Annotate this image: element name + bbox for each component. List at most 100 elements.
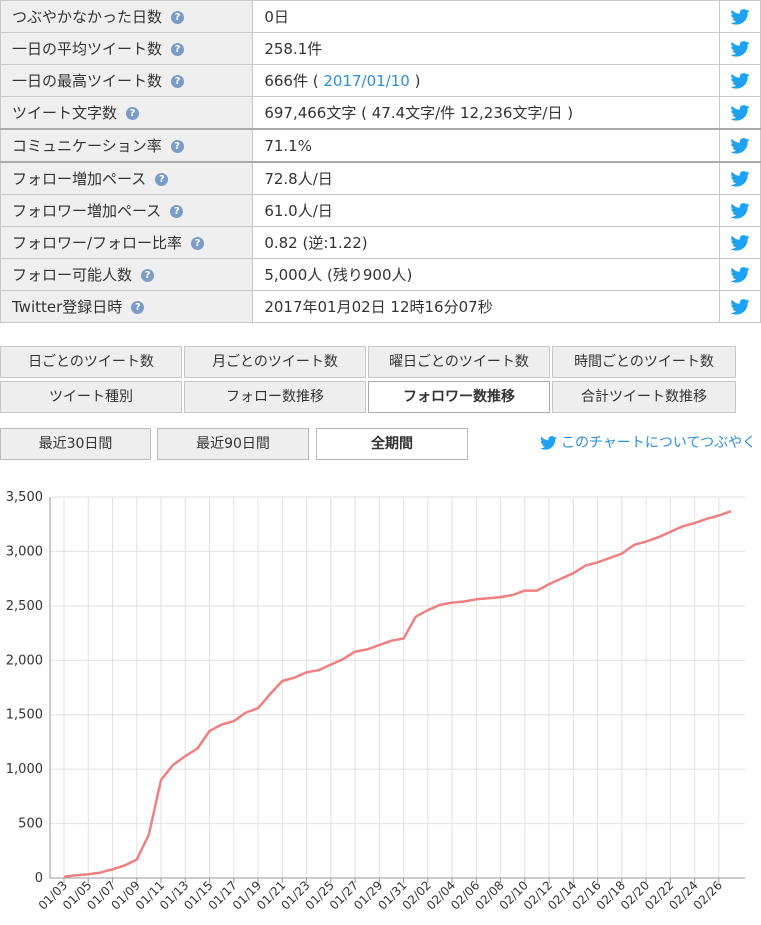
help-icon[interactable]: ? [171,43,185,56]
tweet-stat-button[interactable] [718,290,761,323]
chart-tab[interactable]: フォロワー数推移 [368,381,550,413]
y-tick-label: 2,000 [6,653,43,668]
stats-label-cell: コミュニケーション率? [0,128,254,163]
stats-label: フォロー増加ペース [12,170,147,188]
stats-value: 258.1件 [264,40,323,58]
twitter-icon [730,171,750,187]
max-tweet-date-link[interactable]: 2017/01/10 [323,72,410,90]
chart-tab[interactable]: 時間ごとのツイート数 [552,346,736,378]
tweet-stat-button[interactable] [718,194,761,227]
tweet-stat-button[interactable] [718,32,761,65]
stats-value: 0日 [264,8,289,26]
help-icon[interactable]: ? [131,301,145,314]
share-chart-label: このチャートについてつぶやく [561,435,757,451]
twitter-icon [730,299,750,315]
stats-label-cell: フォロー増加ペース? [0,161,254,195]
stats-value-cell: 61.0人/日 [252,194,720,227]
x-tick-label: 01/05 [60,878,94,912]
stats-label: 一日の最高ツイート数 [12,72,163,90]
twitter-icon [730,9,750,25]
help-icon[interactable]: ? [170,140,184,153]
x-tick-label: 02/24 [666,878,700,912]
x-tick-label: 02/22 [642,878,676,912]
stats-table-container: つぶやかなかった日数? 0日 一日の平均ツイート数? 258.1件 一日の最高ツイート数… [0,0,761,323]
stats-label: フォロー可能人数 [12,266,133,284]
y-tick-label: 1,000 [6,762,43,777]
twitter-icon [730,41,750,57]
stats-value-cell: 5,000人 (残り900人) [252,258,720,291]
tweet-stat-button[interactable] [718,128,761,163]
stats-row: 一日の平均ツイート数? 258.1件 [0,32,761,65]
stats-value: 697,466文字 ( 47.4文字/件 12,236文字/日 ) [264,104,574,122]
chart-tab[interactable]: 合計ツイート数推移 [552,381,736,413]
tweet-stat-button[interactable] [718,226,761,259]
tweet-stat-button[interactable] [718,64,761,97]
x-tick-label: 01/25 [303,878,337,912]
stats-value: 61.0人/日 [264,202,333,220]
y-tick-label: 0 [35,871,43,886]
tweet-stat-button[interactable] [718,96,761,130]
x-tick-label: 02/06 [448,878,482,912]
x-tick-label: 02/14 [545,878,579,912]
stats-label-cell: Twitter登録日時? [0,290,254,323]
stats-value-cell: 72.8人/日 [252,161,720,195]
stats-label-cell: 一日の最高ツイート数? [0,64,254,97]
period-button[interactable]: 全期間 [316,428,468,460]
period-button[interactable]: 最近90日間 [157,428,309,460]
chart-tab[interactable]: フォロー数推移 [184,381,366,413]
stats-row: ツイート文字数? 697,466文字 ( 47.4文字/件 12,236文字/日 … [0,96,761,130]
twitter-icon [730,138,750,154]
chart-tab[interactable]: 曜日ごとのツイート数 [368,346,550,378]
share-chart-link[interactable]: このチャートについてつぶやく [540,432,756,452]
x-tick-label: 01/21 [254,878,288,912]
x-tick-label: 01/11 [133,878,167,912]
twitter-icon [730,267,750,283]
chart-tab[interactable]: ツイート種別 [0,381,182,413]
stats-label-cell: 一日の平均ツイート数? [0,32,254,65]
tweet-stat-button[interactable] [718,161,761,195]
stats-label: フォロワー増加ペース [12,202,162,220]
twitter-icon [730,203,750,219]
x-tick-label: 02/08 [472,878,506,912]
stats-value: 0.82 (逆:1.22) [264,234,368,252]
help-icon[interactable]: ? [155,173,169,186]
followers-series-line [63,510,732,879]
x-tick-label: 01/13 [157,878,191,912]
stats-label-cell: フォロワー/フォロー比率? [0,226,254,259]
y-tick-label: 1,500 [6,708,43,723]
stats-label: 一日の平均ツイート数 [12,40,163,58]
stats-label-cell: フォロー可能人数? [0,258,254,291]
twitter-icon [730,105,750,121]
stats-value: 2017年01月02日 12時16分07秒 [264,298,493,316]
stats-label: フォロワー/フォロー比率 [12,234,183,252]
x-tick-label: 02/20 [618,878,652,912]
stats-value: 666件 ( [264,72,319,90]
help-icon[interactable]: ? [191,237,205,250]
y-tick-label: 3,500 [6,490,43,505]
chart-tab[interactable]: 日ごとのツイート数 [0,346,182,378]
x-tick-label: 02/10 [497,878,531,912]
period-button[interactable]: 最近30日間 [0,428,151,460]
x-tick-label: 01/07 [84,878,118,912]
stats-row: フォロワー増加ペース? 61.0人/日 [0,194,761,227]
chart-tab[interactable]: 月ごとのツイート数 [184,346,366,378]
tweet-stat-button[interactable] [718,258,761,291]
stats-row: Twitter登録日時? 2017年01月02日 12時16分07秒 [0,290,761,323]
help-icon[interactable]: ? [171,11,185,24]
twitter-icon [730,235,750,251]
help-icon[interactable]: ? [141,269,155,282]
help-icon[interactable]: ? [126,107,140,120]
x-tick-label: 01/09 [109,878,143,912]
tweet-stat-button[interactable] [718,0,761,33]
stats-label-cell: つぶやかなかった日数? [0,0,254,33]
x-tick-label: 02/02 [400,878,434,912]
x-tick-label: 01/19 [230,878,264,912]
stats-row: 一日の最高ツイート数? 666件 ( 2017/01/10 ) [0,64,761,97]
help-icon[interactable]: ? [171,75,185,88]
help-icon[interactable]: ? [170,205,184,218]
y-tick-label: 500 [18,817,43,832]
stats-label-cell: フォロワー増加ペース? [0,194,254,227]
stats-value: 72.8人/日 [264,170,333,188]
stats-row: フォロー増加ペース? 72.8人/日 [0,161,761,195]
x-tick-label: 01/03 [36,878,70,912]
